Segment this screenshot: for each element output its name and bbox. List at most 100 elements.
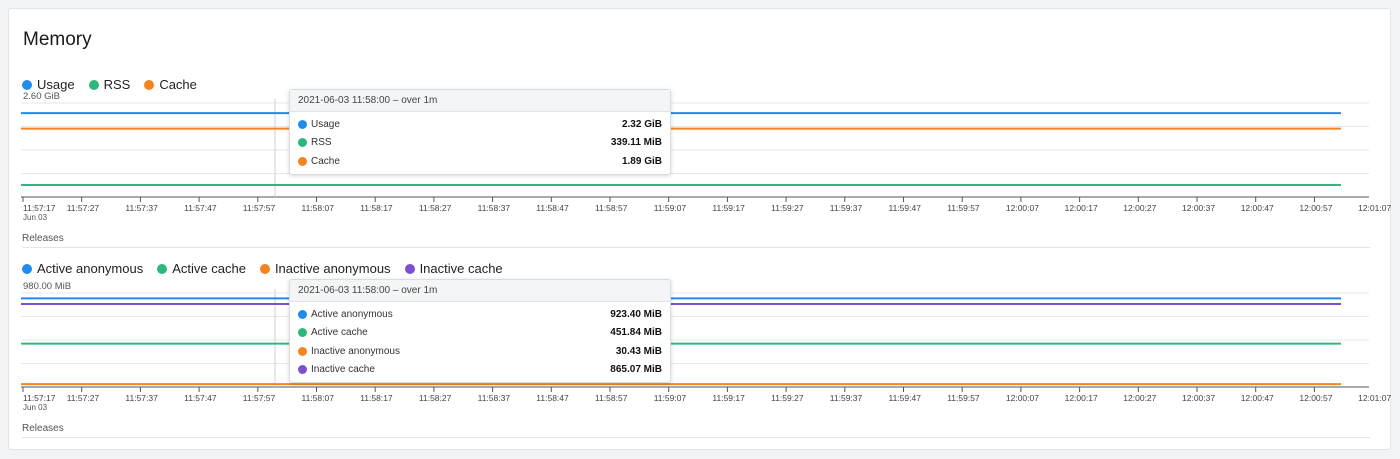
x-tick-label: 12:01:07 [1358, 393, 1392, 403]
x-tick-label: 11:59:37 [829, 393, 863, 403]
x-tick-label: 11:58:27 [418, 203, 452, 213]
tooltip-header: 2021-06-03 11:58:00 – over 1m [290, 280, 670, 302]
tooltip-row-label: RSS [298, 137, 332, 148]
tooltip-row-value: 2.32 GiB [621, 118, 662, 130]
legend-item-active-cache[interactable]: Active cache [157, 261, 246, 276]
tooltip-row-name: Usage [311, 118, 340, 130]
legend-label: Cache [159, 77, 197, 92]
x-tick-label: 12:01:07 [1358, 203, 1392, 213]
tooltip-row-name: Cache [311, 155, 340, 167]
legend-label: Inactive anonymous [274, 261, 391, 276]
tooltip-row-value: 923.40 MiB [610, 308, 662, 320]
x-tick-label: 11:59:47 [888, 393, 921, 403]
tooltip-row-label: Inactive cache [298, 364, 375, 375]
x-date-label: Jun 03 [23, 213, 48, 222]
legend-item-active-anonymous[interactable]: Active anonymous [22, 261, 143, 276]
tooltip-row-label: Active anonymous [298, 309, 393, 320]
x-tick-label: 11:57:37 [125, 203, 158, 213]
legend-item-inactive-cache[interactable]: Inactive cache [404, 261, 503, 276]
legend-item-inactive-anonymous[interactable]: Inactive anonymous [259, 261, 391, 276]
tooltip-row-value: 1.89 GiB [621, 155, 662, 167]
x-tick-label: 11:58:57 [595, 393, 628, 403]
tooltip-row-name: Active cache [311, 327, 368, 339]
legend-label: RSS [103, 77, 131, 92]
x-tick-label: 12:00:27 [1123, 203, 1157, 213]
tooltip-row: Inactive cache 865.07 MiB [290, 361, 670, 380]
x-tick-label: 12:00:07 [1005, 393, 1039, 403]
tooltip-row: Active anonymous 923.40 MiB [290, 305, 670, 324]
chart1-plot[interactable] [21, 99, 1371, 203]
x-tick-label: 12:00:47 [1240, 203, 1274, 213]
x-date-label: Jun 03 [23, 403, 48, 412]
tooltip-row-value: 30.43 MiB [615, 345, 662, 357]
tooltip-body: Active anonymous 923.40 MiB Active cache 45… [290, 302, 670, 382]
tooltip-header: 2021-06-03 11:58:00 – over 1m [290, 90, 670, 112]
chart1-tooltip: 2021-06-03 11:58:00 – over 1m Usage 2.32 … [289, 89, 671, 175]
x-tick-label: 11:57:17 [23, 203, 56, 213]
x-tick-label: 11:59:17 [712, 203, 745, 213]
legend-item-cache[interactable]: Cache [144, 77, 197, 92]
x-tick-label: 11:59:57 [947, 393, 980, 403]
tooltip-row-name: Inactive cache [311, 364, 375, 376]
x-tick-label: 11:57:47 [184, 393, 217, 403]
tooltip-row-label: Inactive anonymous [298, 346, 400, 357]
x-tick-label: 12:00:37 [1182, 393, 1216, 403]
legend-item-usage[interactable]: Usage [22, 77, 75, 92]
x-tick-label: 11:59:07 [653, 393, 687, 403]
x-tick-label: 11:58:57 [595, 203, 628, 213]
tooltip-dot [298, 365, 307, 375]
legend-label: Usage [37, 77, 75, 92]
tooltip-dot [298, 156, 307, 166]
chart2-y-max: 980.00 MiB [23, 281, 72, 292]
legend-label: Active cache [172, 261, 246, 276]
tooltip-row: Active cache 451.84 MiB [290, 324, 670, 343]
x-tick-label: 12:00:57 [1299, 393, 1333, 403]
x-tick-label: 11:57:17 [23, 393, 56, 403]
x-tick-label: 11:58:07 [301, 203, 334, 213]
x-tick-label: 11:57:27 [66, 203, 100, 213]
tooltip-row-name: Inactive anonymous [311, 345, 400, 357]
tooltip-dot [298, 346, 307, 356]
tooltip-row-value: 865.07 MiB [610, 364, 662, 376]
x-tick-label: 11:58:47 [536, 393, 569, 403]
legend-dot [88, 79, 99, 90]
x-tick-label: 11:57:37 [125, 393, 158, 403]
x-tick-label: 11:58:37 [477, 393, 511, 403]
legend-dot [22, 79, 32, 90]
x-tick-label: 11:58:37 [477, 203, 511, 213]
tooltip-row: Cache 1.89 GiB [290, 152, 670, 171]
tooltip-row-label: Usage [298, 119, 340, 130]
x-tick-label: 11:58:27 [418, 393, 452, 403]
tooltip-dot [298, 309, 307, 319]
x-tick-label: 12:00:57 [1299, 203, 1333, 213]
x-tick-label: 12:00:37 [1182, 203, 1216, 213]
x-tick-label: 11:59:17 [712, 393, 745, 403]
releases-label: Releases [22, 423, 64, 434]
x-tick-label: 12:00:17 [1064, 393, 1098, 403]
legend-dot [157, 263, 168, 274]
x-tick-label: 12:00:47 [1240, 393, 1274, 403]
divider [22, 437, 1370, 438]
legend-dot [144, 79, 155, 90]
divider [22, 247, 1370, 248]
legend-label: Active anonymous [37, 261, 144, 276]
x-tick-label: 11:59:57 [947, 203, 980, 213]
tooltip-body: Usage 2.32 GiB RSS 339.11 MiB Cache 1.89 GiB [290, 112, 670, 174]
chart2-plot[interactable] [21, 289, 1371, 393]
x-tick-label: 11:58:07 [301, 393, 334, 403]
x-tick-label: 11:59:27 [771, 203, 804, 213]
tooltip-dot [298, 328, 307, 338]
tooltip-row-label: Active cache [298, 327, 368, 338]
x-tick-label: 11:59:37 [829, 203, 863, 213]
tooltip-row-name: RSS [311, 137, 332, 149]
legend-item-rss[interactable]: RSS [88, 77, 131, 92]
x-tick-label: 11:59:27 [771, 393, 804, 403]
x-tick-label: 12:00:27 [1123, 393, 1157, 403]
tooltip-row-value: 339.11 MiB [610, 137, 662, 149]
x-tick-label: 11:58:17 [360, 203, 393, 213]
legend-dot [404, 263, 415, 274]
releases-label: Releases [22, 233, 64, 244]
x-tick-label: 11:59:47 [888, 203, 921, 213]
panel-title: Memory [23, 29, 92, 50]
tooltip-row-label: Cache [298, 156, 340, 167]
